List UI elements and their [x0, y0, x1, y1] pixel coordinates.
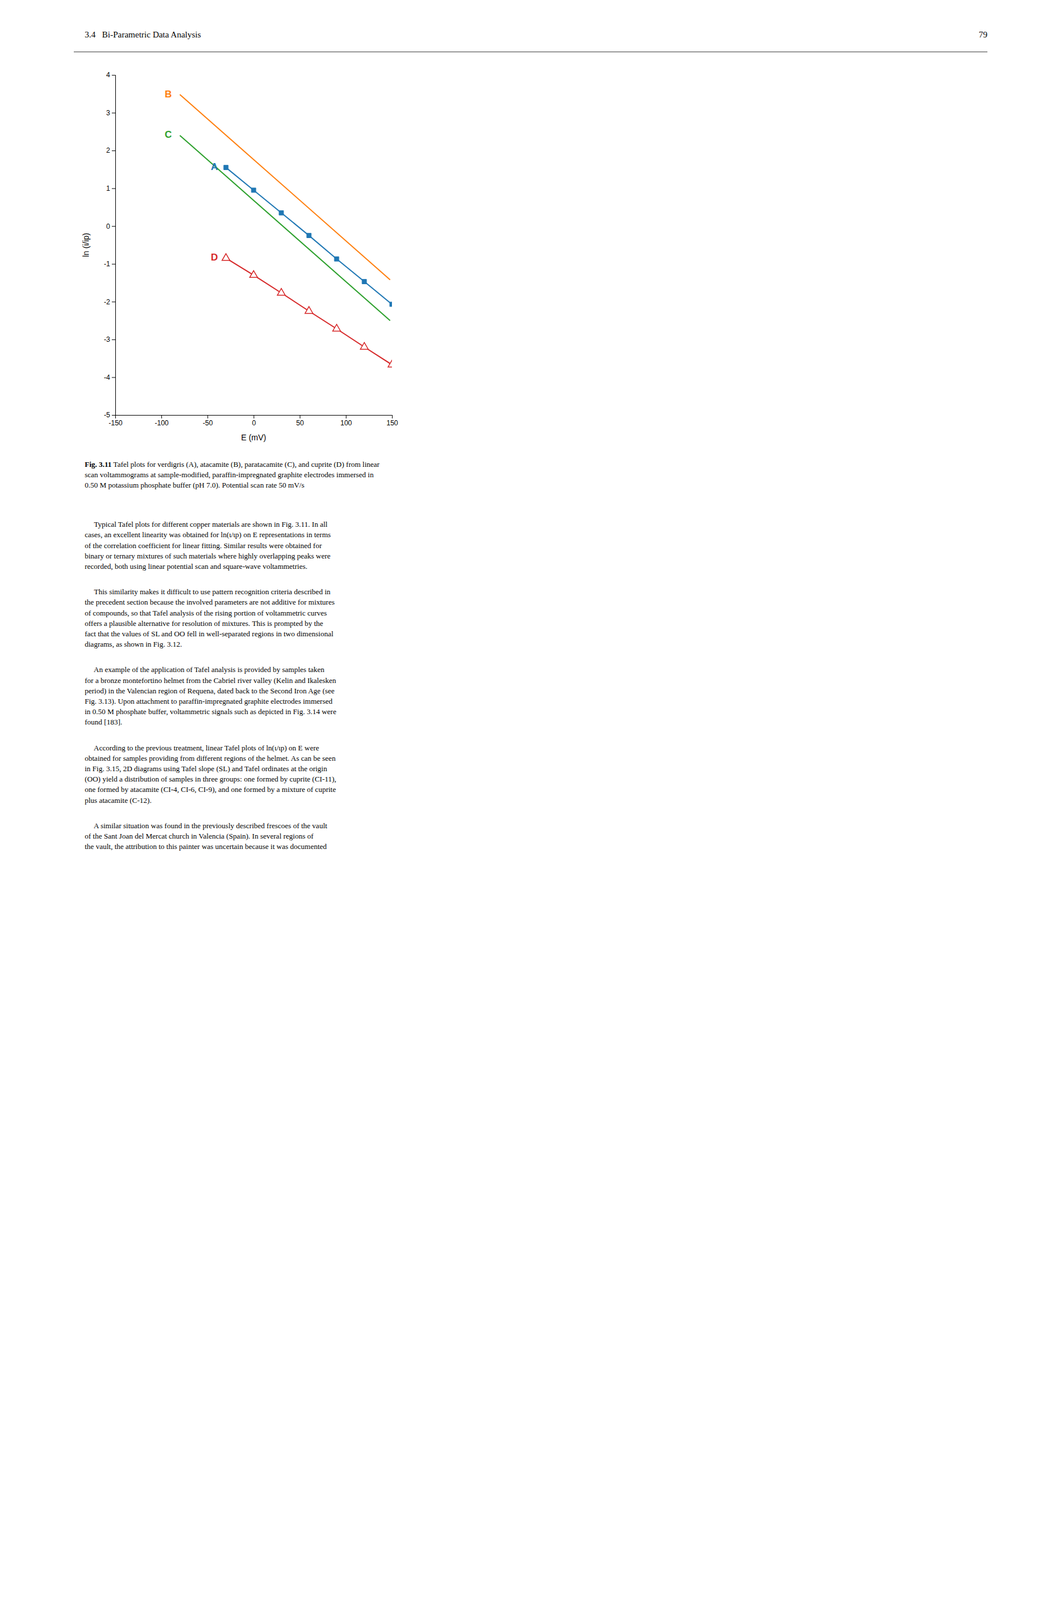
series-point [277, 288, 286, 296]
body-paragraph: An example of the application of Tafel a… [84, 665, 337, 727]
body-paragraph: A similar situation was found in the pre… [84, 821, 328, 851]
y-tick-mark [111, 112, 116, 114]
body-paragraph: According to the previous treatment, lin… [84, 743, 337, 805]
page: 3.4 Bi-Parametric Data Analysis79-150-10… [0, 0, 1056, 1600]
y-tick-mark [111, 188, 116, 190]
plot-marks [179, 94, 392, 368]
x-tick-mark [299, 415, 301, 419]
body-paragraph: Typical Tafel plots for different copper… [84, 519, 331, 571]
x-tick-label: 100 [340, 419, 352, 428]
x-tick: 150 [386, 415, 398, 428]
x-tick: 100 [340, 415, 352, 428]
series-point [332, 324, 341, 332]
y-tick-label: -3 [103, 335, 111, 344]
y-tick-label: 3 [106, 108, 111, 118]
series-point [221, 253, 230, 261]
y-tick-label: -5 [103, 410, 111, 420]
x-tick-label: 0 [251, 419, 256, 428]
series-line [225, 258, 392, 365]
y-axis-title: ln (i/ip) [81, 232, 91, 258]
series-label: A [210, 161, 218, 173]
y-tick-label: -4 [103, 373, 111, 382]
x-tick: -100 [154, 415, 169, 428]
series-point [334, 256, 339, 262]
y-tick-mark [111, 74, 116, 76]
x-tick: 50 [296, 415, 305, 428]
x-tick-label: -50 [202, 419, 214, 428]
y-tick-label: 4 [106, 70, 111, 79]
series-point [249, 270, 258, 278]
y-axis-line [111, 75, 116, 416]
x-axis: -150 -100 -50 0 50 100 150 [108, 415, 398, 428]
y-tick: 3 [106, 108, 116, 118]
x-tick-label: -150 [108, 419, 123, 428]
y-tick-mark [111, 264, 116, 265]
x-tick: -150 [108, 415, 123, 428]
x-tick-mark [161, 415, 162, 419]
body-paragraph: This similarity makes it difficult to us… [84, 587, 335, 649]
y-tick-mark [111, 415, 116, 416]
series-label: C [164, 129, 172, 141]
x-tick: -50 [202, 415, 214, 428]
series-point [306, 233, 312, 239]
x-axis-title: E (mV) [240, 432, 267, 443]
y-tick: -2 [103, 298, 116, 307]
y-tick: -5 [103, 410, 116, 420]
x-tick-mark [345, 415, 347, 419]
x-tick-label: 50 [296, 419, 305, 428]
header-rule [73, 51, 988, 53]
y-tick-mark [111, 301, 116, 303]
series-point [304, 306, 313, 314]
caption-bold: Fig. 3.11 [84, 459, 112, 469]
y-tick: 0 [106, 222, 116, 231]
y-tick: -3 [103, 335, 116, 344]
series-line [179, 135, 391, 321]
caption-text: Tafel plots for verdigris (A), atacamite… [84, 459, 380, 490]
x-tick: 0 [251, 415, 256, 428]
series-line [225, 167, 392, 305]
header-right: 79 [978, 29, 988, 40]
y-tick: -1 [103, 259, 116, 269]
y-tick-label: 1 [106, 184, 111, 193]
series-labels: A B C D [164, 88, 218, 264]
y-tick: 2 [106, 146, 116, 155]
y-tick-mark [111, 339, 116, 341]
series-label: D [210, 251, 218, 263]
y-tick-label: 0 [106, 222, 111, 231]
x-tick-label: -100 [154, 419, 169, 428]
series-point [223, 165, 229, 171]
y-tick: -4 [103, 373, 116, 382]
y-tick: 4 [106, 70, 116, 79]
x-tick-mark [207, 415, 209, 419]
series-point [251, 187, 256, 193]
chart: -150 -100 -50 0 50 100 150 -5 -4 -3 -2 -1 0 1 2 3 4 E (mV… [81, 70, 399, 443]
series-point [360, 342, 369, 350]
series-line [179, 94, 391, 280]
series-point [361, 279, 367, 285]
series-point [278, 210, 284, 216]
series-point [389, 302, 392, 307]
x-axis-line [115, 415, 393, 420]
y-tick-mark [111, 225, 116, 227]
header-left: 3.4 Bi-Parametric Data Analysis [84, 29, 202, 40]
y-tick: 1 [106, 184, 116, 193]
y-tick-label: 2 [106, 146, 111, 155]
x-tick-label: 150 [386, 419, 398, 428]
y-tick-mark [111, 376, 116, 378]
y-tick-label: -1 [103, 259, 111, 269]
x-tick-mark [253, 415, 255, 419]
series-point [387, 360, 392, 368]
y-axis: -5 -4 -3 -2 -1 0 1 2 3 4 [103, 70, 116, 420]
y-tick-mark [111, 150, 116, 152]
series-label: B [164, 88, 172, 100]
y-tick-label: -2 [103, 298, 111, 307]
x-tick-mark [391, 415, 393, 419]
